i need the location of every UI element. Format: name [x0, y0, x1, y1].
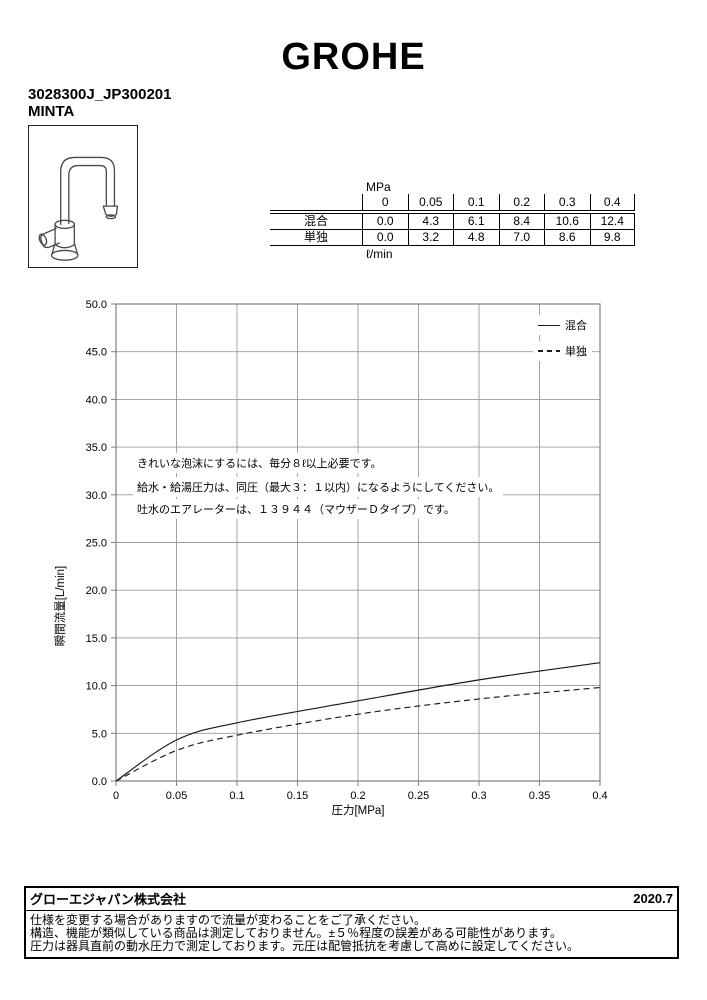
flow-value-cell: 4.3	[407, 214, 454, 229]
x-tick-label: 0.3	[471, 790, 486, 802]
flow-value-cell: 0.0	[362, 214, 408, 229]
flow-value-cell: 0.0	[362, 230, 408, 245]
pressure-header-cell: 0.2	[498, 194, 545, 210]
x-tick-label: 0	[113, 790, 119, 802]
brand-logo: GROHE	[281, 36, 426, 78]
product-block: 3028300J_JP300201 MINTA	[28, 86, 171, 120]
y-tick-label: 20.0	[86, 585, 107, 597]
table-row: 混合 0.0 4.3 6.1 8.4 10.6 12.4	[270, 214, 635, 230]
legend-label-single: 単独	[565, 346, 587, 358]
y-tick-label: 50.0	[86, 299, 107, 311]
flow-rate-table: MPa 0 0.05 0.1 0.2 0.3 0.4 混合 0.0 4.3 6.1 8.4 10.6…	[270, 180, 635, 262]
flow-value-cell: 6.1	[453, 214, 499, 229]
issue-date: 2020.7	[633, 891, 673, 906]
flow-value-cell: 4.8	[453, 230, 499, 245]
table-unit-lmin: ℓ/min	[366, 247, 393, 261]
series-line-mixed	[115, 662, 601, 782]
table-body: 混合 0.0 4.3 6.1 8.4 10.6 12.4 単独 0.0 3.2 4.8 7.0 8.6 9…	[270, 214, 635, 246]
footer-note-2: 構造、機能が類似している商品は測定しておりません。±５％程度の誤差がある可能性が…	[30, 925, 562, 940]
y-tick-label: 25.0	[86, 538, 107, 550]
pressure-header-cell: 0.4	[589, 194, 635, 210]
company-name: グローエジャパン株式会社	[30, 892, 187, 907]
flow-value-cell: 10.6	[544, 214, 590, 229]
plot-frame	[115, 303, 601, 782]
flow-value-cell: 3.2	[407, 230, 454, 245]
y-tick-label: 45.0	[86, 347, 107, 359]
y-tick-label: 15.0	[86, 633, 107, 645]
x-tick-label: 0.1	[229, 790, 244, 802]
pressure-header-cell: 0.3	[544, 194, 590, 210]
dashed-line-swatch	[538, 350, 560, 352]
pressure-header-cell: 0.05	[407, 194, 454, 210]
product-name: MINTA	[28, 103, 75, 120]
flow-value-cell: 12.4	[589, 214, 635, 229]
legend-item-mixed: 混合	[533, 315, 592, 335]
solid-line-swatch	[538, 324, 560, 326]
table-header-row: 0 0.05 0.1 0.2 0.3 0.4	[270, 194, 635, 211]
product-code: 3028300J_JP300201	[28, 86, 172, 103]
chart-note-3: 吐水のエアレーターは、１３９４４（マウザーＤタイプ）です。	[133, 499, 459, 519]
footer-box: グローエジャパン株式会社 2020.7 仕様を変更する場合がありますので流量が変…	[24, 886, 679, 960]
y-tick-label: 35.0	[86, 442, 107, 454]
chart-note-2: 給水・給湯圧力は、同圧（最大３：１以内）になるようにしてください。	[133, 477, 504, 497]
x-tick-label: 0.35	[529, 790, 550, 802]
flow-value-cell: 9.8	[589, 230, 635, 245]
y-axis-title: 瞬間流量[L/min]	[53, 566, 67, 647]
flow-value-cell: 8.6	[544, 230, 590, 245]
footer-note-3: 圧力は器具直前の動水圧力で測定しております。元圧は配管抵抗を考慮して高めに設定し…	[30, 938, 580, 953]
x-tick-label: 0.15	[287, 790, 308, 802]
table-unit-mpa: MPa	[366, 180, 391, 194]
y-tick-label: 0.0	[92, 776, 107, 788]
flow-value-cell: 8.4	[498, 214, 545, 229]
series-line-single	[115, 686, 601, 782]
product-image-box	[28, 125, 138, 268]
footer-header: グローエジャパン株式会社 2020.7	[26, 888, 677, 911]
x-tick-label: 0.25	[408, 790, 429, 802]
y-tick-label: 10.0	[86, 681, 107, 693]
table-double-rule	[270, 211, 635, 214]
chart-note-1: きれいな泡沫にするには、毎分８ℓ以上必要です。	[133, 453, 386, 473]
footer-note-1: 仕様を変更する場合がありますので流量が変わることをご了承ください。	[30, 913, 427, 927]
legend-label-mixed: 混合	[565, 320, 587, 332]
row-label-cell: 混合	[303, 214, 328, 228]
legend-item-single: 単独	[533, 341, 592, 361]
y-tick-label: 30.0	[86, 490, 107, 502]
footer-notes: 仕様を変更する場合がありますので流量が変わることをご了承ください。 構造、機能が…	[26, 911, 677, 957]
y-tick-label: 5.0	[92, 728, 107, 740]
row-label-cell: 単独	[303, 230, 328, 244]
pressure-header-cell: 0.1	[453, 194, 499, 210]
x-tick-label: 0.4	[592, 790, 607, 802]
flow-value-cell: 7.0	[498, 230, 545, 245]
table-row: 単独 0.0 3.2 4.8 7.0 8.6 9.8	[270, 230, 635, 246]
x-tick-label: 0.2	[350, 790, 365, 802]
faucet-line-drawing	[38, 156, 119, 261]
x-axis-title: 圧力[MPa]	[331, 804, 384, 817]
pressure-header-cell: 0	[362, 194, 408, 210]
x-tick-label: 0.05	[166, 790, 187, 802]
y-tick-label: 40.0	[86, 394, 107, 406]
